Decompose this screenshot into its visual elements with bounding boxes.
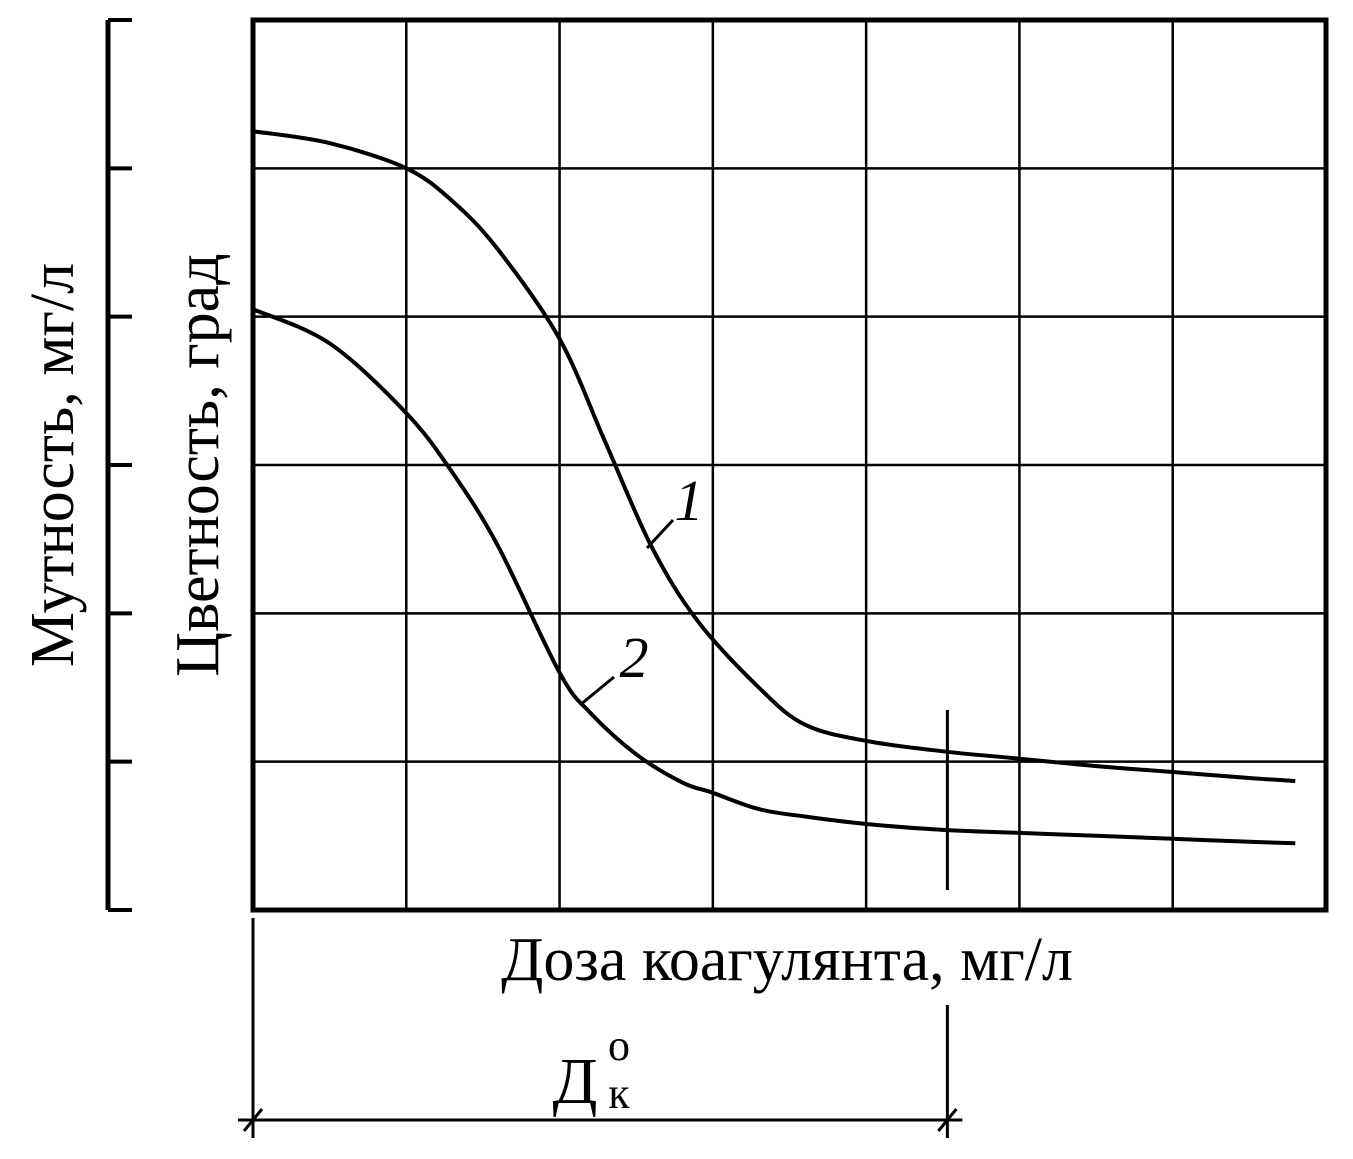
- series-label-2: 2: [620, 625, 649, 690]
- optimal-dose-marker: [238, 710, 963, 1138]
- turbidity-axis: [105, 18, 132, 912]
- y-axis-label-turbidity: Мутность, мг/л: [19, 263, 87, 667]
- dimension-tick-right: [937, 1108, 958, 1132]
- grid: [250, 17, 1329, 913]
- series-label-1: 1: [675, 468, 704, 533]
- y-axis-label-color: Цветность, град: [164, 253, 232, 676]
- optimal-dose-label: Д о к: [552, 1021, 630, 1118]
- series-line-1: [252, 129, 1296, 783]
- series-labels: 1 2: [620, 468, 704, 690]
- optimal-dose-label-sup: о: [608, 1021, 630, 1070]
- optimal-dose-label-sub: к: [608, 1069, 630, 1118]
- plot-frame: [250, 17, 1329, 913]
- dimension-tick-left: [242, 1108, 264, 1132]
- optimal-dose-label-main: Д: [552, 1045, 597, 1118]
- series-leader-1: [645, 518, 675, 550]
- series-leader-2: [579, 675, 615, 707]
- x-axis-label: Доза коагулянта, мг/л: [501, 926, 1073, 994]
- series-group: [252, 129, 1296, 846]
- series-line-2: [252, 307, 1296, 846]
